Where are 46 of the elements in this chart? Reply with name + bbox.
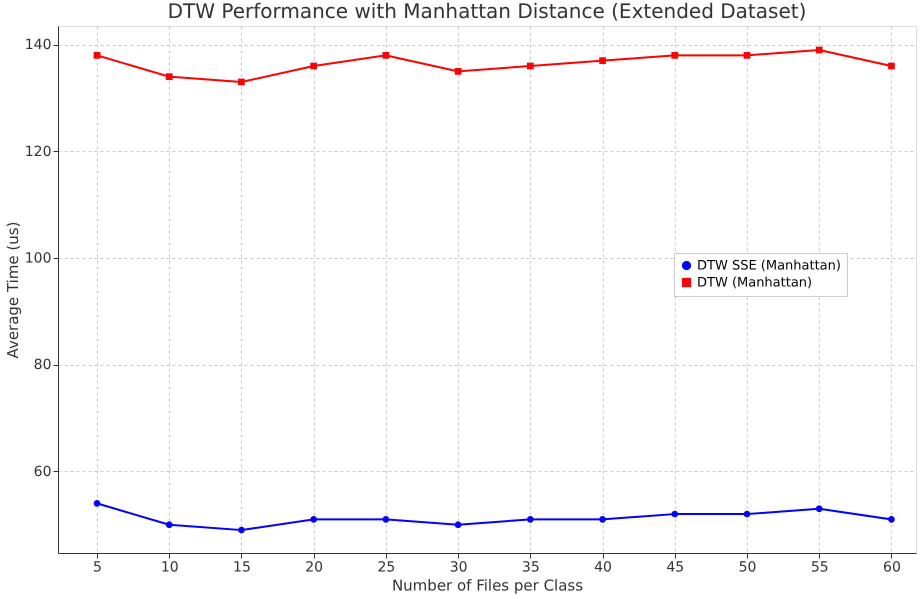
point bbox=[454, 521, 462, 528]
point bbox=[744, 510, 750, 518]
x-tick-label: 35 bbox=[522, 560, 540, 576]
y-tick-label: 140 bbox=[24, 37, 52, 54]
y-axis-title: Average Time (us) bbox=[4, 222, 22, 358]
x-tick-label: 45 bbox=[666, 560, 684, 576]
y-tick-label: 80 bbox=[34, 357, 52, 374]
point bbox=[166, 521, 173, 528]
point bbox=[382, 52, 390, 59]
point bbox=[94, 52, 100, 59]
point bbox=[94, 500, 100, 507]
point bbox=[238, 78, 245, 86]
point bbox=[526, 62, 534, 70]
x-tick-label: 40 bbox=[594, 560, 612, 576]
point bbox=[382, 516, 390, 523]
point bbox=[166, 73, 173, 80]
x-tick-label: 60 bbox=[883, 560, 901, 576]
x-tick-label: 25 bbox=[377, 560, 396, 576]
point bbox=[671, 52, 678, 59]
x-axis-title: Number of Files per Class bbox=[392, 576, 584, 594]
point bbox=[310, 62, 318, 70]
legend-label: DTW SSE (Manhattan) bbox=[697, 258, 841, 274]
x-tick-label: 15 bbox=[233, 560, 251, 576]
x-tick-label: 5 bbox=[93, 560, 102, 576]
y-tick-label: 120 bbox=[24, 144, 52, 160]
x-tick-label: 20 bbox=[305, 560, 324, 576]
x-tick-label: 55 bbox=[810, 560, 829, 576]
x-tick-label: 30 bbox=[450, 560, 468, 576]
chart-title: DTW Performance with Manhattan Distance (Extended Dataset) bbox=[168, 0, 806, 23]
y-tick-label: 100 bbox=[24, 250, 52, 267]
x-tick-label: 50 bbox=[738, 560, 756, 576]
y-tick-label: 60 bbox=[34, 464, 52, 480]
point bbox=[310, 516, 318, 523]
point bbox=[526, 516, 534, 523]
point bbox=[888, 516, 895, 523]
x-tick-label: 10 bbox=[160, 560, 179, 576]
point bbox=[238, 526, 245, 534]
legend-label: DTW (Manhattan) bbox=[697, 276, 812, 290]
point bbox=[744, 52, 750, 59]
point bbox=[816, 505, 823, 512]
point bbox=[671, 510, 678, 518]
point bbox=[454, 68, 462, 75]
point bbox=[599, 516, 606, 523]
point bbox=[599, 57, 606, 64]
point bbox=[888, 62, 895, 70]
point bbox=[816, 46, 823, 54]
